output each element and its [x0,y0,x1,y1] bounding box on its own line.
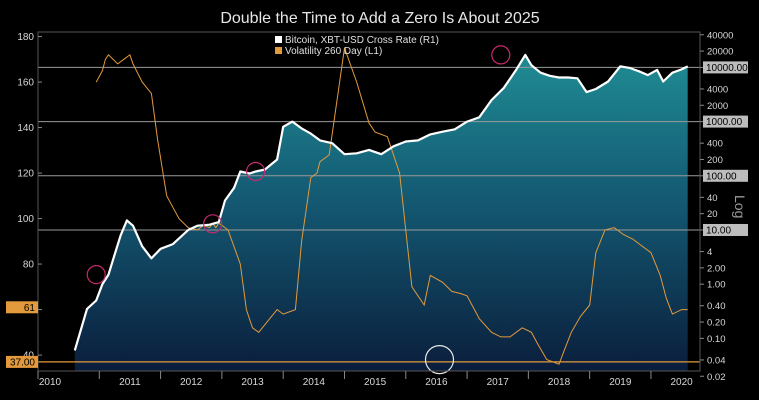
chart-title: Double the Time to Add a Zero Is About 2… [220,10,539,27]
bitcoin-area-fill [74,54,688,372]
left-marker-box [6,301,38,314]
bitcoin-series-line [73,53,689,351]
x-tick-label: 2019 [609,377,632,388]
right-tick-label: 0.20 [707,318,726,329]
legend-label-volatility: Volatility 260 Day (L1) [285,46,382,57]
right-tick-label: 4 [707,247,712,258]
left-tick-label: 160 [17,78,34,89]
right-tick-label: 40 [707,193,718,204]
right-level-box [703,223,748,236]
right-level-box [703,61,748,74]
left-tick-label: 180 [17,32,34,43]
left-tick-label: 120 [17,169,34,180]
right-axis-label: Log [732,195,748,218]
annotation-circle [246,161,266,182]
volatility-series-line [95,47,688,365]
annotation-circles [86,45,511,375]
left-tick-label: 100 [17,214,34,225]
right-tick-label: 0.10 [707,334,726,345]
right-tick-label: 20000 [707,47,733,58]
right-tick-label: 0.02 [707,372,726,383]
x-tick-label: 2017 [487,377,510,388]
right-level-box-label: 100.00 [706,171,737,182]
right-axis-level-boxes: 10.00 100.00 1000.00 10000.00 [703,61,748,236]
annotation-circle [86,265,106,285]
left-tick-label: 140 [17,123,34,134]
annotation-circle [424,345,455,375]
x-tick-label: 2010 [39,377,62,388]
x-tick-label: 2011 [119,377,141,388]
legend-swatch-volatility [275,47,282,54]
left-marker-box [6,355,38,368]
x-tick-label: 2014 [303,377,326,388]
x-tick-label: 2016 [425,377,448,388]
x-tick-label: 2018 [548,377,571,388]
legend-label-bitcoin: Bitcoin, XBT-USD Cross Rate (R1) [285,35,439,46]
annotation-circle [491,45,511,65]
right-tick-label: 0.04 [707,355,726,366]
right-level-box-label: 10000.00 [706,63,748,74]
annotation-circle [203,214,223,234]
right-tick-label: 400 [707,139,723,150]
left-marker-box-label: 37.00 [10,357,35,368]
plot-frame [37,31,701,372]
x-tick-label: 2020 [670,377,693,388]
right-tick-label: 4000 [707,84,728,95]
right-tick-label: 40000 [707,30,733,41]
legend: Bitcoin, XBT-USD Cross Rate (R1) Volatil… [275,35,439,57]
right-tick-label: 1.00 [707,280,726,291]
left-marker-box-label: 61 [24,303,36,314]
x-tick-label: 2012 [180,377,203,388]
right-axis-ticks: 0.02 0.04 0.10 0.20 0.40 1.00 2.00 4 20 40 200 400 2… [700,30,733,383]
right-level-box-label: 10.00 [706,225,731,236]
right-level-box-label: 1000.00 [706,117,743,128]
right-level-box [703,169,748,182]
right-tick-label: 20 [707,209,718,220]
right-tick-label: 2.00 [707,263,726,274]
left-tick-label: 80 [23,260,35,271]
x-axis-ticks: 2010 2011 2012 2013 2014 2015 2016 2017 2018 2019… [37,371,693,388]
legend-swatch-bitcoin [275,36,282,43]
left-axis-marker-boxes: 61 37.00 [6,301,38,368]
right-tick-label: 200 [707,155,723,166]
right-level-box [703,115,748,128]
right-tick-label: 2000 [707,101,728,112]
x-tick-label: 2015 [364,377,387,388]
x-tick-label: 2013 [241,377,264,388]
right-tick-label: 0.40 [707,301,726,312]
